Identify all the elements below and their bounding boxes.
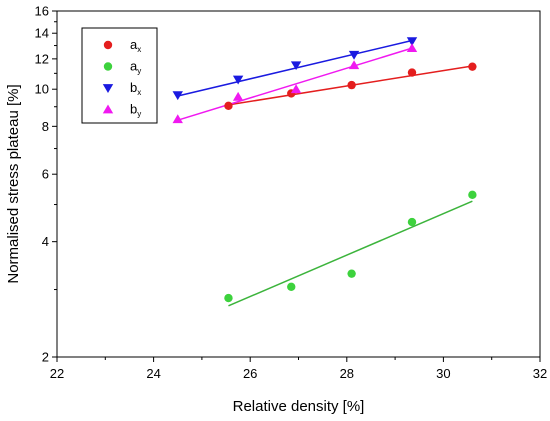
plot-frame [56,10,541,358]
x-tick-label-3: 28 [340,366,354,381]
legend-marker-a-y [103,62,113,71]
y-tick-label-6: 14 [35,26,49,41]
point-b-x-3 [348,50,360,60]
point-a-x-3 [407,68,417,77]
point-a-y-4 [468,190,477,200]
point-a-x-4 [468,62,477,71]
point-b-x-0 [172,91,183,101]
point-b-y-3 [348,60,360,70]
point-b-x-1 [232,75,244,85]
legend-subscript-b-y: y [137,110,141,119]
legend-name-a-x: a [130,37,138,52]
y-tick-label-2: 6 [42,167,49,182]
legend-name-b-x: b [130,80,137,95]
fit-line-b-x [177,39,413,97]
point-b-y-1 [232,91,244,101]
x-tick-label-5: 32 [533,366,547,381]
legend-marker-b-x [102,84,114,93]
fit-line-a-y [228,200,473,307]
x-tick-label-1: 24 [146,366,160,381]
legend-label-b-y: by [130,102,141,119]
point-a-x-0 [224,101,233,111]
x-tick-label-2: 26 [243,366,257,381]
legend-label-a-y: ay [130,59,141,76]
y-tick-label-1: 4 [42,234,49,249]
y-tick-label-0: 2 [42,350,49,365]
y-tick-label-4: 10 [35,82,49,97]
legend-label-b-x: bx [130,80,141,97]
y-tick-label-5: 12 [35,51,49,66]
point-b-y-0 [172,114,183,124]
point-b-y-4 [406,43,418,53]
legend-label-a-x: ax [130,37,141,54]
point-a-x-2 [347,80,356,90]
legend-subscript-b-x: x [137,88,141,97]
point-a-y-1 [287,282,296,291]
y-tick-label-3: 8 [42,119,49,134]
legend-name-b-y: b [130,102,137,117]
point-b-x-2 [290,61,302,71]
legend-subscript-a-y: y [137,67,141,76]
data-points [172,37,477,303]
x-tick-label-4: 30 [436,366,450,381]
legend-marker-b-y [102,104,114,114]
x-tick-label-0: 22 [50,366,64,381]
legend-marker-a-x [103,40,113,50]
point-a-y-3 [407,217,417,227]
y-tick-label-7: 16 [35,4,49,19]
point-a-y-0 [224,293,233,303]
fit-line-b-y [177,47,413,121]
point-b-x-4 [406,37,418,47]
y-axis-label: Normalised stress plateau [%] [5,84,22,283]
x-axis-label: Relative density [%] [233,398,365,415]
legend-subscript-a-x: x [137,45,141,54]
fit-lines [177,39,473,307]
legend-name-a-y: a [130,59,138,74]
point-a-y-2 [347,269,356,278]
point-b-y-2 [290,84,302,94]
legend-box [81,27,158,124]
